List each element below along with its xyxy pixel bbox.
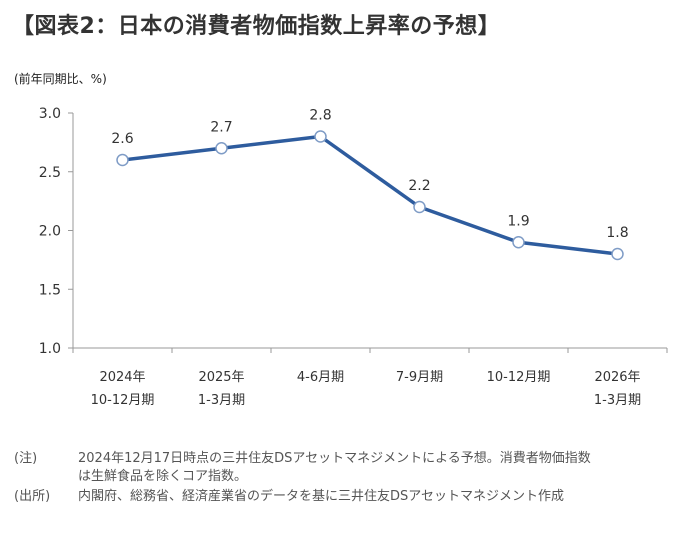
x-tick-label: 1-3月期 — [198, 393, 245, 408]
x-tick-label: 7-9月期 — [396, 370, 443, 385]
data-label: 1.9 — [507, 213, 529, 229]
note-tag: (注) — [14, 451, 38, 466]
data-label: 2.6 — [111, 131, 133, 147]
x-tick-label: 10-12月期 — [487, 370, 551, 385]
y-tick-label: 3.0 — [39, 106, 61, 122]
source-line: 内閣府、総務省、経済産業省のデータを基に三井住友DSアセットマネジメント作成 — [78, 489, 565, 504]
y-tick-label: 1.0 — [39, 341, 61, 357]
data-point — [512, 236, 525, 249]
data-label: 2.2 — [408, 178, 430, 194]
data-point — [413, 200, 426, 214]
x-tick-label: 2025年 — [198, 370, 244, 385]
source-tag: (出所) — [14, 489, 51, 504]
y-tick-label: 2.5 — [39, 165, 61, 181]
note-line-2: は生鮮食品を除くコア指数。 — [78, 469, 248, 484]
data-point — [314, 130, 327, 143]
note-line-1: 2024年12月17日時点の三井住友DSアセットマネジメントによる予想。消費者物… — [78, 451, 591, 466]
data-label: 2.8 — [309, 108, 331, 124]
x-tick-label: 10-12月期 — [91, 393, 155, 408]
data-label: 1.8 — [606, 225, 628, 241]
data-label: 2.7 — [210, 119, 232, 135]
y-tick-label: 1.5 — [39, 282, 61, 298]
x-tick-label: 4-6月期 — [297, 370, 344, 385]
chart-title: 【図表2：日本の消費者物価指数上昇率の予想】 — [12, 14, 501, 39]
x-tick-label: 2024年 — [99, 370, 145, 385]
y-axis-unit-label: (前年同期比、%) — [14, 72, 107, 86]
x-tick-label: 2026年 — [594, 370, 640, 385]
series-line — [122, 134, 618, 256]
line-chart: 1.0 1.5 2.0 2.5 3.0 2024年 10-12月期 2025年 1-3月期 4-6… — [39, 106, 668, 408]
data-point — [116, 153, 129, 167]
y-tick-label: 2.0 — [39, 224, 61, 240]
data-point — [611, 247, 624, 261]
data-point — [215, 142, 228, 155]
x-tick-label: 1-3月期 — [594, 393, 641, 408]
